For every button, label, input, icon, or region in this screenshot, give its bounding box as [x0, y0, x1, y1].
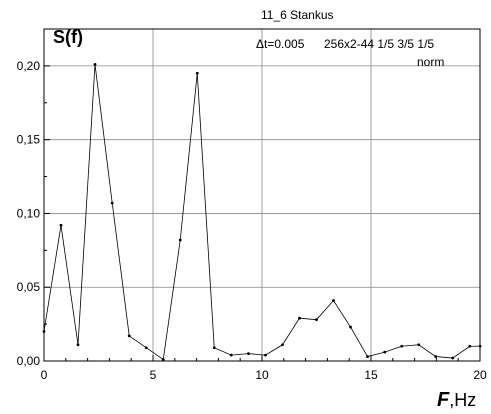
data-point — [247, 352, 250, 356]
x-tick-label: 20 — [473, 368, 487, 382]
ticks-layer: 0 5 10 15 20 0,00 0,05 0,10 0,15 0,20 — [17, 28, 487, 382]
data-point — [42, 330, 46, 333]
x-axis-label-symbol: F — [437, 389, 450, 411]
x-tick-label: 15 — [364, 368, 378, 382]
y-axis-label: S(f) — [53, 27, 83, 47]
data-point — [434, 355, 438, 358]
data-point — [127, 334, 131, 338]
x-tick-label: 0 — [41, 368, 48, 382]
data-point — [59, 223, 63, 227]
data-point — [417, 343, 421, 347]
data-point — [76, 343, 80, 347]
data-point — [161, 358, 165, 361]
y-tick-label: 0,00 — [17, 354, 41, 368]
annotation-dt: Δt=0.005 — [256, 37, 305, 51]
y-tick-label: 0,10 — [17, 206, 41, 220]
data-point — [195, 71, 199, 75]
x-axis-label: F,Hz — [437, 389, 476, 411]
data-point — [144, 346, 148, 350]
x-axis-label-unit: ,Hz — [449, 390, 476, 410]
data-point — [229, 353, 233, 357]
annotation-title: 11_6 Stankus — [261, 8, 334, 22]
data-point — [478, 344, 482, 348]
x-tick-label: 5 — [150, 368, 157, 382]
data-point — [451, 356, 455, 360]
data-point — [468, 344, 472, 348]
data-point — [383, 350, 387, 354]
x-tick-label: 10 — [255, 368, 269, 382]
data-point — [93, 63, 97, 66]
data-point — [110, 201, 114, 205]
y-tick-label: 0,20 — [17, 59, 41, 73]
data-point — [366, 355, 369, 358]
data-point — [212, 346, 216, 350]
annotation-norm: norm — [417, 55, 444, 69]
data-point — [281, 343, 284, 347]
y-tick-label: 0,05 — [17, 280, 41, 294]
data-point — [298, 316, 301, 320]
data-point — [400, 344, 404, 348]
data-point — [264, 353, 267, 357]
series-layer — [42, 63, 482, 361]
data-point — [332, 299, 335, 302]
data-point — [178, 238, 182, 242]
data-point — [349, 325, 352, 329]
annotation-params: 256x2-44 1/5 3/5 1/5 — [324, 37, 434, 51]
data-point — [315, 318, 318, 322]
y-tick-label: 0,15 — [17, 133, 41, 147]
grid-layer — [44, 29, 480, 361]
